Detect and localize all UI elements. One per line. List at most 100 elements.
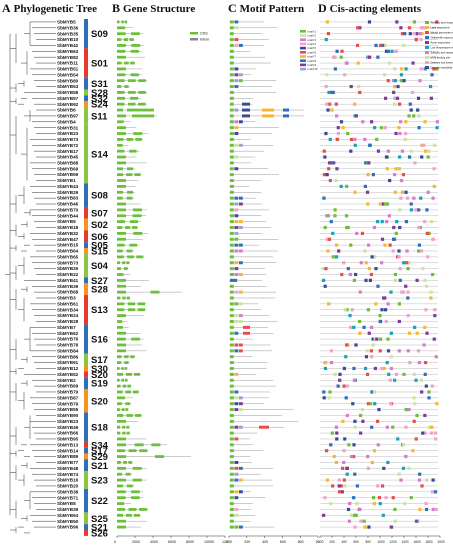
cis-element-mark [393,278,398,282]
gene-label: SbMYB28 [57,319,79,324]
gene-label: SbMYB24 [57,313,79,318]
motif-box [230,273,234,276]
gene-label: SbMYB49 [57,425,79,430]
cis-element-mark [424,284,429,288]
motif-box [230,478,234,482]
cis-element-mark [406,349,410,353]
cis-element-mark [336,131,341,136]
cis-element-mark [412,114,416,118]
cis-element-mark [411,90,415,95]
gene-label: SbMYB72 [57,143,79,148]
cis-element-mark [376,419,380,423]
motif-box [230,466,234,470]
gene-label: SbMYB73 [57,137,79,142]
gene-label: SbMYB45 [57,155,79,160]
cis-element-mark [325,478,330,482]
subfamily-color-bar [84,183,88,207]
motif-legend-label: motif 10 [308,67,318,71]
cis-element-mark [415,278,419,282]
cis-element-mark [392,225,396,230]
cis-element-mark [326,214,330,218]
motif-box [259,425,269,429]
cds-block [133,132,143,135]
cis-legend-swatch [425,66,429,69]
cis-element-mark [397,249,401,253]
cis-element-mark [322,390,326,394]
cis-element-mark [394,372,398,376]
motif-box [230,32,234,36]
cis-element-mark [378,349,382,353]
cis-element-mark [380,261,384,265]
cds-block [130,73,139,77]
cis-element-mark [423,149,428,153]
cis-element-mark [341,419,345,423]
cds-block [117,190,124,194]
cis-element-mark [416,96,421,100]
subfamily-color-bar [84,447,88,454]
cis-element-mark [358,507,362,512]
gene-label: SbMYB92 [57,102,79,107]
motif-box [230,90,234,94]
cis-element-mark [352,278,356,282]
cds-block [117,484,123,488]
cis-element-mark [324,37,328,42]
motif-box [234,132,239,136]
gene-label: SbMYB82 [57,55,79,60]
cds-block [117,367,120,370]
cds-block [117,302,125,306]
cds-block [121,408,125,411]
cds-block [123,267,128,271]
cis-element-mark [412,20,417,24]
gene-label: SbMYB32 [57,231,79,236]
cis-element-mark [429,431,433,435]
gene-structure-tick-label: 12000 [222,540,232,544]
cis-element-mark [323,496,327,500]
cds-block [137,302,146,306]
cis-element-mark [413,402,417,406]
cis-legend-label: Salicylic acid responsive [431,51,453,55]
cis-element-mark [417,243,422,247]
cis-element-mark [385,167,389,171]
cis-element-mark [363,137,367,142]
cds-block [117,508,125,511]
subfamily-label: S29 [91,452,108,463]
cis-element-mark [331,161,335,165]
cis-element-mark [376,443,380,447]
subfamily-label: S27 [91,276,108,287]
motif-box [262,108,274,112]
cds-block [124,85,129,88]
motif-box [239,73,243,77]
motif-box [230,431,234,435]
cds-block [117,249,123,253]
cis-element-mark [371,343,375,347]
cis-element-mark [400,67,404,71]
cis-element-mark [425,331,429,335]
cis-legend-swatch [425,61,429,64]
gene-label: SbMYB39 [57,284,79,289]
motif-box [242,108,250,112]
cds-block [117,120,124,124]
cis-element-mark [377,496,382,500]
cis-element-mark [405,249,409,253]
gene-structure-legend-label: CDS [200,32,208,36]
cis-element-mark [352,454,356,459]
subfamily-color-bar [84,524,88,530]
cis-element-mark [419,378,423,382]
motif-legend-swatch [300,51,306,54]
cds-block [117,443,126,447]
subfamily-color-bar [84,89,88,96]
cis-element-mark [375,337,379,341]
cds-block [117,173,124,177]
cds-block [138,91,146,94]
cis-element-mark [400,32,405,36]
cis-element-mark [403,32,407,36]
cis-element-mark [427,396,431,400]
cis-element-mark [417,225,421,230]
gene-label: SbMYB5 [57,20,76,25]
motif-box [230,525,234,529]
cis-element-mark [415,32,419,36]
cis-element-mark [414,378,418,382]
motif-box [230,396,234,400]
cis-element-mark [408,102,412,106]
cis-element-mark [397,319,401,324]
